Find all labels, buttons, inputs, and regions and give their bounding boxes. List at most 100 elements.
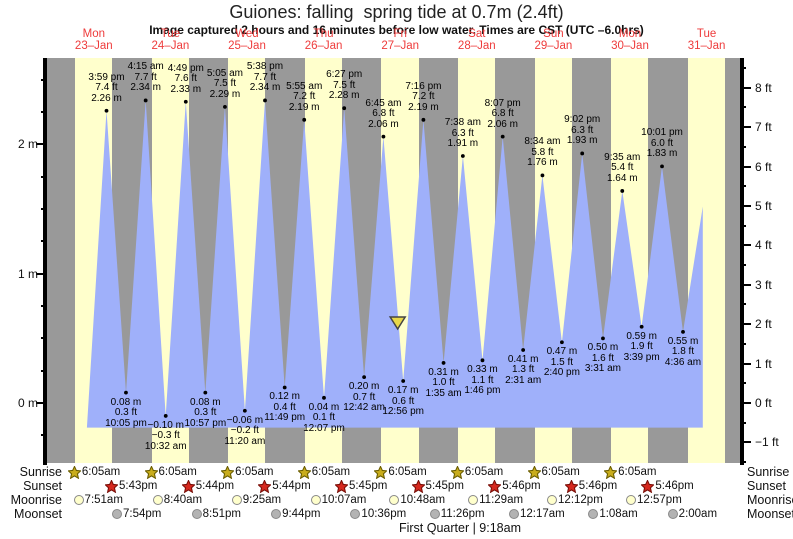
right-axis-major-tick <box>740 165 751 168</box>
right-axis-major-tick <box>740 402 751 404</box>
sunrise-time: 6:05am <box>67 465 121 479</box>
right-axis-tick-label: 7 ft <box>755 120 772 135</box>
sunrise-time: 6:05am <box>297 465 350 479</box>
moonrise-circle-icon <box>626 495 637 505</box>
chart-subtitle: Image captured 2 hours and 16 minutes be… <box>149 23 644 37</box>
sunrise-time: 6:05am <box>144 465 197 479</box>
right-axis-tick-label: 1 ft <box>755 356 772 371</box>
right-axis-major-tick <box>740 86 751 89</box>
right-axis-minor-tick <box>740 145 746 148</box>
moonrise-circle-icon <box>152 495 163 505</box>
day-date: 27–Jan <box>381 40 420 52</box>
left-axis-minor-tick <box>41 337 47 340</box>
astro-time-text: 12:17am <box>520 508 565 520</box>
day-date: 23–Jan <box>74 40 113 52</box>
right-axis-tick-label: 8 ft <box>755 80 772 95</box>
right-axis-major-tick <box>740 126 751 129</box>
moonset-time: 11:26pm <box>429 507 485 521</box>
sunset-star-icon <box>334 479 348 493</box>
moonset-circle-icon <box>271 509 282 519</box>
moonset-time: 9:44pm <box>271 507 320 521</box>
moonset-circle-icon <box>667 509 678 519</box>
day-date: 28–Jan <box>457 40 496 52</box>
right-axis-minor-tick <box>740 421 746 424</box>
sunset-time: 5:43pm <box>105 479 157 493</box>
high-tide-label: 8:34 am 5.8 ft 1.76 m <box>524 136 561 169</box>
sunset-time: 5:46pm <box>564 479 617 493</box>
moonrise-time: 7:51am <box>73 493 123 507</box>
low-tide-label: 0.17 m 0.6 ft 12:56 pm <box>382 385 425 418</box>
astro-time-text: 8:40am <box>163 494 203 506</box>
astro-time-text: 6:05am <box>464 466 504 478</box>
right-axis-tick-label: −1 ft <box>755 435 779 450</box>
right-axis-major-tick <box>740 323 751 326</box>
right-axis-minor-tick <box>740 106 746 109</box>
right-axis-minor-tick <box>740 264 746 267</box>
page-title: Guiones: falling spring tide at 0.7m (2.… <box>229 2 564 22</box>
moonset-time: 10:36pm <box>350 507 406 521</box>
high-tide-label: 6:27 pm 7.5 ft 2.28 m <box>326 69 363 102</box>
day-header: Sun 29–Jan <box>513 28 593 52</box>
left-axis-minor-tick <box>41 240 47 243</box>
astro-time-text: 10:48am <box>400 494 446 506</box>
low-tide-label: 0.47 m 1.5 ft 2:40 pm <box>543 346 580 379</box>
astro-time-text: 11:29am <box>479 494 524 506</box>
right-axis-major-tick <box>740 362 751 365</box>
day-weekday: Wed <box>235 28 259 40</box>
astro-time-text: 9:44pm <box>282 508 321 520</box>
day-header: Tue 31–Jan <box>667 28 747 52</box>
high-tide-label: 4:49 pm 7.6 ft 2.33 m <box>167 62 204 95</box>
low-tide-label: 0.33 m 1.1 ft 1:46 pm <box>464 364 501 397</box>
sunset-star-icon <box>488 479 502 493</box>
sunset-label-right: Sunset <box>747 479 786 493</box>
moonrise-circle-icon <box>547 495 558 505</box>
day-date: 29–Jan <box>534 40 573 52</box>
sunrise-star-icon <box>450 465 464 479</box>
right-axis-minor-tick <box>740 382 746 385</box>
moonset-circle-icon <box>350 509 361 519</box>
right-axis-minor-tick <box>740 224 746 227</box>
sunrise-time: 6:05am <box>527 465 580 479</box>
high-tide-label: 9:35 am 5.4 ft 1.64 m <box>604 151 641 184</box>
night-band <box>47 58 75 463</box>
astro-time-text: 6:05am <box>81 466 121 478</box>
low-tide-label: −0.10 m −0.3 ft 10:32 am <box>144 419 187 452</box>
moonrise-time: 10:48am <box>389 493 445 507</box>
left-axis-tick-label: 0 m <box>17 396 38 410</box>
moonrise-label-left: Moonrise <box>10 493 62 507</box>
night-band <box>724 58 740 463</box>
right-axis-tick-label: 2 ft <box>755 317 772 332</box>
right-axis-minor-tick <box>740 67 746 69</box>
right-axis-minor-tick <box>740 303 746 306</box>
sunset-time: 5:46pm <box>641 479 694 493</box>
sunrise-time: 6:05am <box>374 465 427 479</box>
left-axis-minor-tick <box>41 175 47 178</box>
moonset-circle-icon <box>112 509 123 519</box>
moonrise-time: 12:57pm <box>626 493 682 507</box>
left-axis-major-tick <box>36 402 47 404</box>
astro-time-text: 7:51am <box>84 494 123 506</box>
astro-time-text: 6:05am <box>541 466 580 478</box>
left-axis-major-tick <box>36 272 47 275</box>
moonset-time: 12:17am <box>509 507 565 521</box>
right-axis-tick-label: 0 ft <box>755 396 772 410</box>
moon-phase-footer: First Quarter | 9:18am <box>398 521 522 535</box>
day-weekday: Tue <box>696 28 717 40</box>
astro-time-text: 1:08am <box>599 508 638 520</box>
moonrise-circle-icon <box>389 495 400 505</box>
high-tide-label: 8:07 pm 6.8 ft 2.06 m <box>484 97 521 130</box>
moonrise-circle-icon <box>73 495 84 505</box>
sunset-star-icon <box>181 479 195 493</box>
sunset-time: 5:46pm <box>488 479 541 493</box>
high-tide-label: 7:16 pm 7.2 ft 2.19 m <box>405 80 442 113</box>
sunset-time: 5:45pm <box>334 479 387 493</box>
high-tide-label: 5:05 am 7.5 ft 2.29 m <box>206 67 243 100</box>
astro-time-text: 2:00am <box>678 508 718 520</box>
moonset-time: 7:54pm <box>112 507 161 521</box>
sunrise-time: 6:05am <box>221 465 273 479</box>
sunrise-star-icon <box>604 465 618 479</box>
astro-time-text: 9:25am <box>242 494 282 506</box>
low-tide-label: 0.31 m 1.0 ft 1:35 am <box>425 366 462 399</box>
left-axis-minor-tick <box>41 305 47 308</box>
moonrise-time: 9:25am <box>231 493 282 507</box>
